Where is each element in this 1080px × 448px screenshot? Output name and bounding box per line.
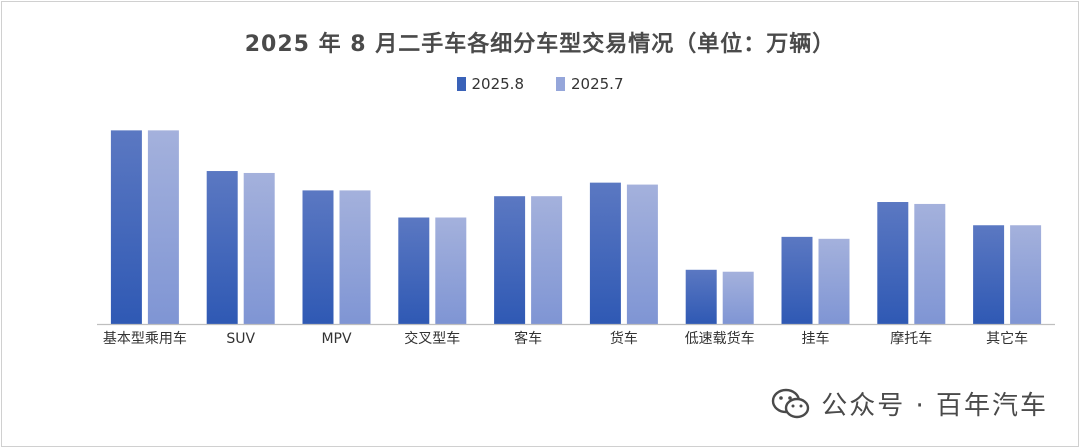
x-tick-label: 客车 xyxy=(514,330,542,347)
bar-2025.7-3 xyxy=(435,217,467,324)
bar-2025.7-5 xyxy=(626,184,658,324)
bar-2025.7-9 xyxy=(1010,225,1042,324)
legend-swatch-2025-7 xyxy=(556,77,565,91)
legend-item-2025-8: 2025.8 xyxy=(456,75,525,93)
bar-2025.7-4 xyxy=(531,196,563,324)
x-tick-label: 货车 xyxy=(610,330,638,347)
bar-2025.8-9 xyxy=(973,225,1005,324)
bar-2025.8-8 xyxy=(877,202,909,324)
x-tick-label: 基本型乘用车 xyxy=(103,330,187,347)
chart-legend: 2025.8 2025.7 xyxy=(0,75,1080,93)
legend-label-2025-7: 2025.7 xyxy=(571,75,624,93)
bar-2025.7-1 xyxy=(243,172,275,324)
legend-label-2025-8: 2025.8 xyxy=(471,75,525,93)
bar-2025.8-3 xyxy=(398,217,430,324)
wechat-icon xyxy=(772,388,810,418)
legend-item-2025-7: 2025.7 xyxy=(556,75,624,93)
x-tick-label: 挂车 xyxy=(802,330,830,347)
x-tick-label: 其它车 xyxy=(986,330,1028,347)
bar-2025.7-8 xyxy=(914,203,946,324)
x-tick-label: 摩托车 xyxy=(890,330,932,347)
watermark: 公众号 · 百年汽车 xyxy=(771,385,1048,422)
bar-2025.8-2 xyxy=(302,190,334,324)
bar-2025.8-4 xyxy=(494,196,526,324)
bar-2025.8-0 xyxy=(110,130,142,324)
watermark-text: 公众号 · 百年汽车 xyxy=(821,391,1048,421)
bar-2025.7-0 xyxy=(147,130,179,324)
legend-swatch-2025-8 xyxy=(456,77,466,91)
bar-2025.8-1 xyxy=(206,171,238,324)
bar-2025.8-6 xyxy=(685,269,717,324)
x-tick-label: MPV xyxy=(321,331,352,347)
bar-2025.8-5 xyxy=(589,182,621,324)
bar-2025.7-6 xyxy=(722,271,754,324)
bar-2025.7-7 xyxy=(818,238,850,324)
chart-title: 2025 年 8 月二手车各细分车型交易情况（单位：万辆） xyxy=(244,32,836,57)
bar-2025.7-2 xyxy=(339,190,371,324)
x-tick-label: SUV xyxy=(226,331,255,347)
x-tick-label: 交叉型车 xyxy=(404,330,460,347)
x-tick-label: 低速载货车 xyxy=(685,330,755,347)
bar-2025.8-7 xyxy=(781,236,813,324)
